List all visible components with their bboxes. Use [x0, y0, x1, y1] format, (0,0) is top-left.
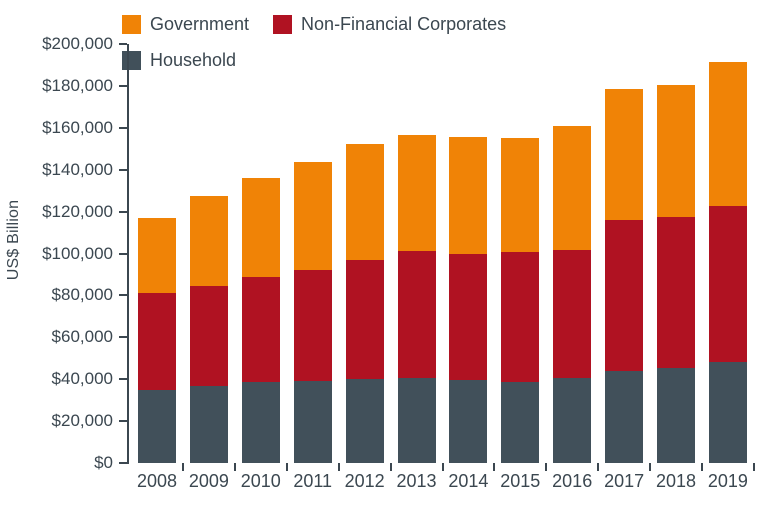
y-axis-tick [119, 336, 127, 339]
bar-2017-household [605, 370, 644, 463]
bar-2010-non-financial-corporates [241, 276, 280, 383]
x-year-label-2012: 2012 [344, 471, 385, 491]
y-axis-tick [119, 378, 127, 381]
x-axis-tick [493, 463, 496, 471]
household-swatch-icon [122, 51, 141, 70]
y-tick-label: $120,000 [42, 201, 113, 221]
x-year-label-2014: 2014 [448, 471, 489, 491]
x-year-label-2008: 2008 [136, 471, 178, 491]
y-tick-label: $60,000 [51, 327, 113, 347]
y-axis-line [127, 44, 129, 464]
y-tick-label: $0 [94, 453, 113, 472]
legend-row-1: Government Non-Financial Corporates [122, 15, 530, 34]
x-axis-tick [701, 463, 703, 471]
x-axis-tick [285, 463, 288, 471]
legend-item-government: Government [122, 15, 249, 34]
x-axis-tick [389, 463, 392, 471]
legend-item-household: Household [122, 51, 236, 70]
bar-2019-government [708, 61, 747, 207]
plot-area [128, 44, 773, 471]
x-year-label-2017: 2017 [604, 471, 645, 491]
x-axis-tick [441, 463, 444, 471]
x-axis-tick [597, 463, 600, 471]
y-axis-tick [119, 420, 127, 423]
bar-2015-household [501, 382, 540, 463]
bar-2009-household [189, 385, 228, 463]
bar-2008-government [138, 217, 176, 294]
y-tick-label: $160,000 [42, 117, 113, 137]
bar-2009-non-financial-corporates [189, 286, 228, 386]
bar-2008-household [138, 389, 176, 463]
legend-label-government: Government [150, 14, 250, 34]
bar-2011-government [293, 162, 332, 271]
bar-2011-non-financial-corporates [293, 270, 332, 382]
bar-2016-government [553, 125, 592, 251]
bar-2018-government [657, 84, 695, 217]
x-axis-tick [182, 463, 184, 471]
x-year-label-2019: 2019 [707, 471, 748, 491]
bar-2018-non-financial-corporates [657, 216, 695, 368]
x-axis-tick [649, 463, 652, 471]
x-axis-tick [752, 463, 755, 471]
bar-2013-non-financial-corporates [397, 251, 436, 379]
x-axis-tick [337, 463, 340, 471]
y-tick-label: $20,000 [51, 411, 113, 431]
non-financial-corporates-swatch-icon [273, 15, 293, 34]
legend: Government Non-Financial Corporates Hous… [122, 15, 530, 87]
bar-2010-household [241, 382, 280, 463]
bar-2018-household [657, 367, 695, 463]
bar-2011-household [293, 381, 332, 463]
bar-2012-non-financial-corporates [345, 259, 384, 380]
bar-2015-government [501, 138, 540, 253]
bar-2019-household [708, 362, 747, 463]
y-tick-label: $140,000 [42, 159, 113, 179]
bar-2012-government [345, 143, 384, 260]
y-axis-tick [119, 126, 127, 129]
x-year-label-2009: 2009 [188, 471, 229, 491]
bar-2017-government [605, 89, 644, 220]
legend-row-2: Household [122, 51, 530, 70]
y-axis-tick [119, 252, 127, 255]
y-axis-tick [119, 294, 127, 297]
bar-2008-non-financial-corporates [138, 293, 176, 390]
x-year-label-2011: 2011 [293, 471, 333, 491]
x-year-label-2013: 2013 [396, 471, 437, 491]
bar-2016-non-financial-corporates [553, 250, 592, 379]
y-tick-label: $40,000 [51, 369, 113, 389]
y-tick-label: $80,000 [51, 285, 113, 305]
x-year-label-2018: 2018 [655, 471, 697, 491]
bar-2010-government [241, 178, 280, 277]
x-year-label-2010: 2010 [240, 471, 281, 491]
bar-2014-government [449, 137, 488, 254]
y-tick-label: $100,000 [42, 243, 113, 263]
y-axis-tick [119, 168, 127, 171]
government-swatch-icon [122, 15, 141, 34]
y-axis-tick [119, 43, 127, 45]
x-axis-tick [545, 463, 548, 471]
bar-2016-household [553, 378, 592, 463]
y-tick-label: $180,000 [42, 75, 113, 95]
x-year-label-2016: 2016 [552, 471, 593, 491]
legend-item-non-financial-corporates: Non-Financial Corporates [273, 15, 506, 34]
bar-2019-non-financial-corporates [708, 206, 747, 363]
bar-2013-household [397, 378, 436, 463]
y-tick-label: $200,000 [42, 34, 113, 53]
legend-label-non-financial-corporates: Non-Financial Corporates [301, 14, 507, 34]
legend-label-household: Household [150, 50, 237, 70]
y-axis-tick [119, 210, 127, 213]
bar-2017-non-financial-corporates [605, 220, 644, 371]
bar-2014-non-financial-corporates [449, 253, 488, 381]
bar-2015-non-financial-corporates [501, 252, 540, 383]
bar-2012-household [345, 379, 384, 463]
bar-2009-government [189, 195, 228, 286]
x-year-label-2015: 2015 [500, 471, 541, 491]
x-axis-tick [233, 463, 236, 471]
bar-2013-government [397, 135, 436, 252]
bar-2014-household [449, 380, 488, 463]
y-axis-tick [119, 84, 127, 87]
y-axis-tick [119, 462, 127, 464]
